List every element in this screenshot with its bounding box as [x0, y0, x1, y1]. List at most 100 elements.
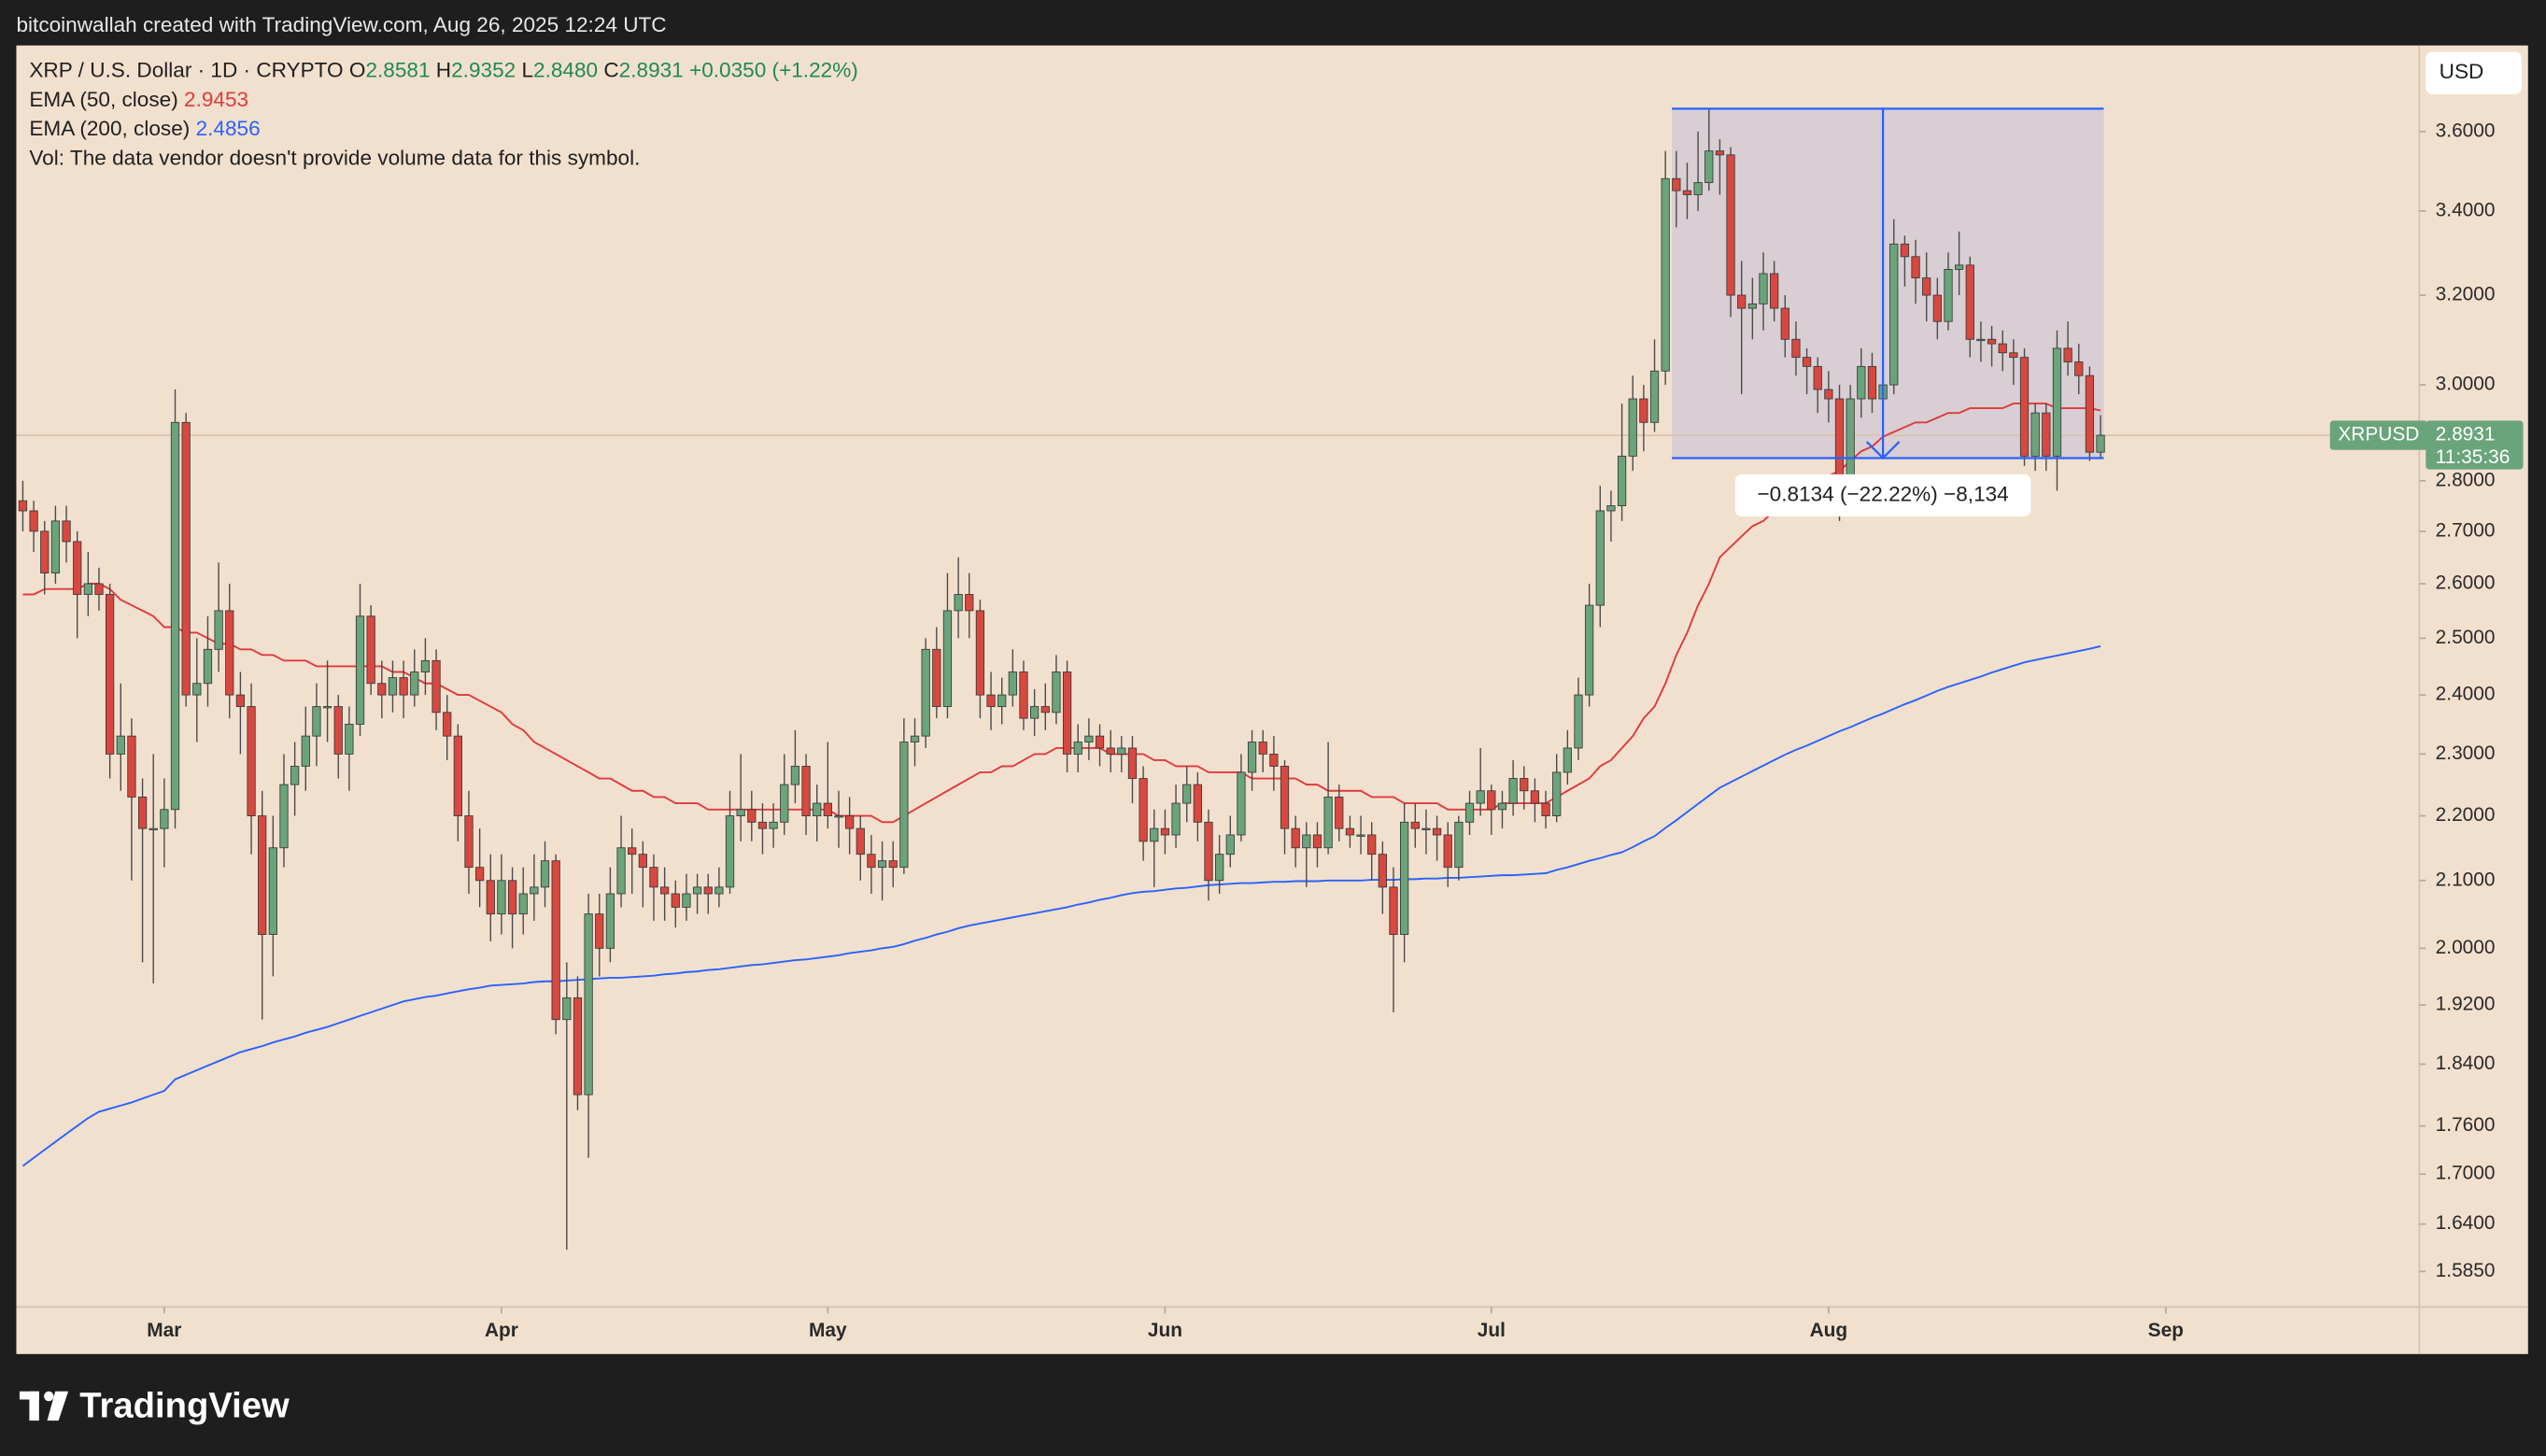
candle-body — [1595, 510, 1605, 606]
y-tick-label: 1.9200 — [2436, 994, 2496, 1015]
candle-body — [1106, 747, 1115, 755]
candle-body — [1911, 256, 1920, 279]
x-tick-label: Jul — [1478, 1320, 1506, 1341]
x-tick-label: Sep — [2148, 1320, 2184, 1341]
candle-body — [507, 880, 517, 915]
candle-body — [1030, 706, 1040, 719]
candle-body — [1487, 790, 1496, 811]
candle-body — [1889, 243, 1899, 386]
candle-body — [1530, 790, 1540, 804]
overlay: −0.8134 (−22.22%) −8,134 XRPUSD 2.893111:3… — [1672, 107, 2524, 517]
candle-body — [1335, 796, 1344, 829]
candle-body — [628, 847, 637, 855]
candle-body — [73, 541, 82, 595]
candle-body — [1215, 854, 1224, 882]
candle-body — [2096, 434, 2105, 453]
candle-body — [1998, 343, 2007, 354]
candle-body — [954, 594, 963, 612]
candle-body — [551, 860, 560, 1021]
x-tick-label: May — [809, 1320, 847, 1341]
y-tick-label: 2.3000 — [2436, 742, 2496, 764]
x-tick-label: Mar — [147, 1320, 181, 1341]
candle-body — [235, 694, 246, 707]
candle-body — [1464, 802, 1475, 823]
candle-body — [1770, 273, 1779, 309]
candle-body — [660, 886, 670, 895]
candle-body — [1127, 747, 1138, 779]
ohlc-label: L — [521, 58, 533, 81]
countdown: 11:35:36 — [2436, 446, 2511, 468]
y-tick-label: 3.4000 — [2436, 199, 2496, 220]
candle-body — [1040, 706, 1050, 714]
candle-body — [910, 735, 920, 742]
candle-body — [1073, 742, 1082, 755]
candle-body — [725, 815, 735, 888]
candle-body — [268, 847, 277, 935]
candle-body — [345, 723, 354, 755]
candle-body — [1258, 742, 1267, 755]
ohlc-label: O — [349, 58, 366, 81]
candle-body — [813, 802, 822, 816]
candle-body — [1356, 834, 1365, 837]
candle-body — [867, 854, 876, 869]
candle-body — [1649, 370, 1660, 423]
candle-body — [1802, 357, 1812, 367]
candle-body — [1323, 796, 1333, 849]
candle-body — [106, 594, 115, 755]
candle-body — [1302, 834, 1311, 849]
tradingview-logo — [19, 1391, 69, 1421]
candle-body — [584, 913, 593, 1096]
candle-body — [921, 648, 930, 737]
candle-body — [2063, 347, 2072, 362]
candle-body — [616, 847, 626, 895]
candle-body — [1117, 747, 1126, 755]
candle-body — [1422, 827, 1431, 830]
change-label: +0.0350 (+1.22%) — [689, 58, 858, 81]
candle-body — [736, 809, 745, 816]
legend-name: EMA (50, close) — [29, 88, 177, 111]
candle-body — [1432, 827, 1442, 836]
candle-body — [1780, 307, 1789, 340]
candle-body — [1389, 886, 1398, 935]
y-tick-label: 2.1000 — [2436, 869, 2496, 890]
candle-body — [747, 809, 757, 823]
candle-body — [388, 677, 398, 696]
candle-body — [1476, 790, 1485, 804]
candle-body — [83, 583, 92, 595]
candle-body — [1139, 778, 1148, 842]
logo-shape — [47, 1391, 69, 1421]
y-tick-label: 1.6400 — [2436, 1212, 2496, 1234]
y-tick-label: 1.7000 — [2436, 1163, 2496, 1184]
candle-body — [1084, 735, 1094, 742]
plot-area — [16, 108, 2420, 1251]
ohlc-label: C — [603, 58, 618, 81]
candle-body — [1747, 303, 1757, 309]
candle-body — [2019, 357, 2030, 457]
candle-body — [997, 694, 1007, 707]
candle-body — [671, 893, 680, 908]
candle-body — [312, 706, 321, 737]
candle-body — [1280, 765, 1290, 829]
candle-body — [1965, 264, 1974, 340]
candle-body — [1867, 365, 1877, 400]
candle-body — [247, 706, 256, 816]
candle-body — [1628, 398, 1637, 457]
candle-body — [845, 815, 855, 829]
candle-body — [170, 421, 180, 811]
currency-button[interactable] — [2426, 51, 2522, 94]
candle-body — [2074, 361, 2084, 376]
candle-body — [192, 683, 202, 696]
candle-body — [1508, 778, 1518, 804]
currency-label[interactable]: USD — [2440, 60, 2484, 83]
attribution: bitcoinwallah created with TradingView.c… — [16, 13, 666, 36]
brand: TradingView — [79, 1385, 290, 1425]
y-tick-label: 2.0000 — [2436, 937, 2496, 958]
candle-body — [1008, 671, 1017, 696]
candle-body — [486, 880, 495, 915]
x-tick-label: Aug — [1810, 1320, 1848, 1341]
candle-body — [475, 867, 485, 882]
candle-body — [1726, 154, 1735, 296]
candle-body — [780, 784, 789, 823]
candle-body — [562, 997, 572, 1021]
